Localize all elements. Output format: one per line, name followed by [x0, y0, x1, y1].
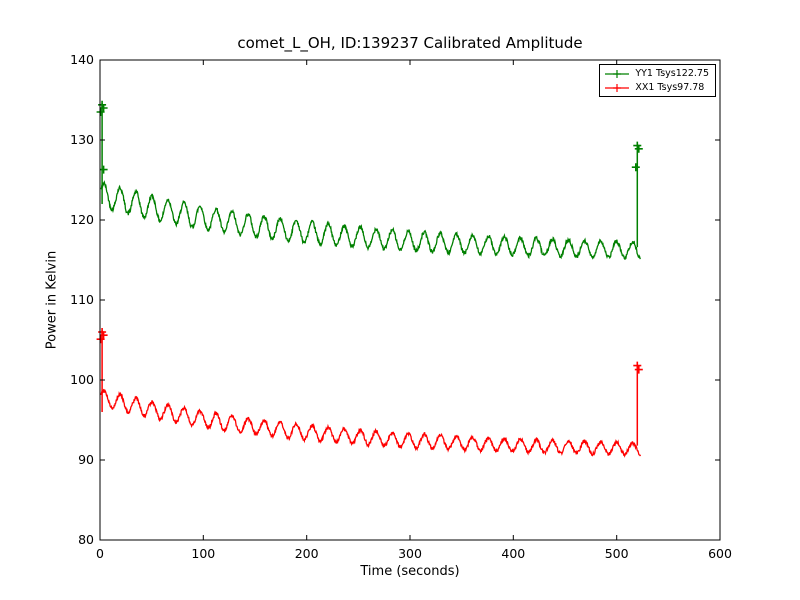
x-tick-label: 200 [294, 546, 319, 561]
x-tick-label: 0 [96, 546, 104, 561]
x-tick-label: 100 [191, 546, 216, 561]
y-tick-label: 110 [70, 292, 94, 307]
legend-entry: YY1 Tsys122.75 [604, 67, 709, 80]
y-tick-label: 90 [78, 452, 94, 467]
legend: YY1 Tsys122.75 XX1 Tsys97.78 [599, 64, 716, 97]
legend-marker-icon [605, 83, 630, 92]
legend-label: YY1 Tsys122.75 [635, 68, 709, 79]
y-tick-label: 120 [70, 212, 94, 227]
x-tick-label: 600 [708, 546, 732, 561]
legend-entry: XX1 Tsys97.78 [604, 81, 709, 94]
x-tick-label: 300 [398, 546, 422, 561]
y-tick-label: 100 [70, 372, 94, 387]
y-tick-label: 80 [78, 532, 94, 547]
x-tick-label: 400 [501, 546, 526, 561]
y-tick-label: 130 [70, 132, 94, 147]
y-tick-label: 140 [70, 52, 94, 67]
x-axis-label: Time (seconds) [360, 564, 460, 579]
x-tick-label: 500 [604, 546, 629, 561]
legend-label: XX1 Tsys97.78 [635, 82, 705, 93]
chart-title: comet_L_OH, ID:139237 Calibrated Amplitu… [237, 34, 583, 52]
legend-marker-icon [605, 69, 630, 78]
